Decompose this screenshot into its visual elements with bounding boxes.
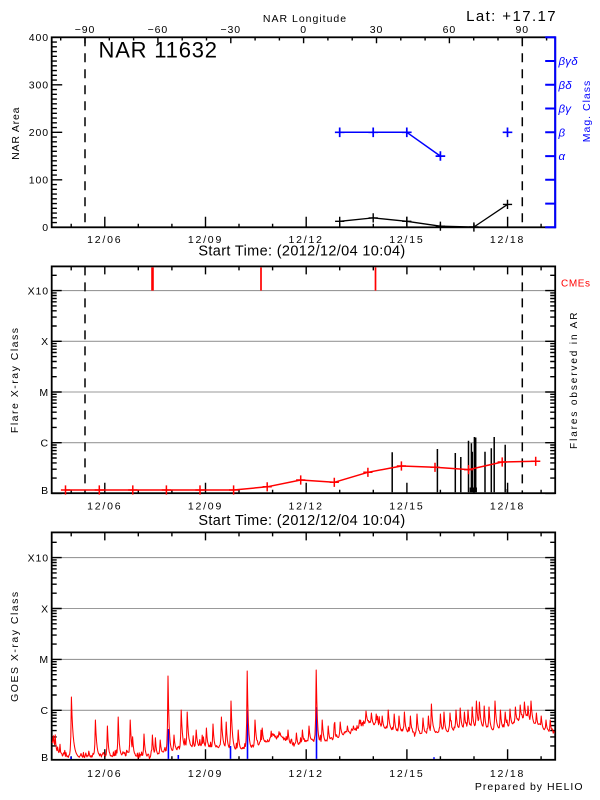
svg-text:12/15: 12/15 bbox=[389, 768, 424, 780]
svg-text:NAR Longitude: NAR Longitude bbox=[263, 13, 347, 25]
svg-text:12/06: 12/06 bbox=[87, 234, 122, 246]
svg-text:Start Time: (2012/12/04 10:04): Start Time: (2012/12/04 10:04) bbox=[198, 513, 405, 529]
svg-text:Flares observed in AR: Flares observed in AR bbox=[569, 311, 580, 449]
svg-text:βδ: βδ bbox=[558, 80, 573, 92]
svg-text:−90: −90 bbox=[75, 24, 96, 36]
svg-text:300: 300 bbox=[29, 80, 49, 92]
svg-text:βγ: βγ bbox=[558, 104, 573, 116]
svg-text:30: 30 bbox=[370, 24, 383, 36]
svg-text:200: 200 bbox=[29, 127, 49, 139]
svg-text:100: 100 bbox=[29, 175, 49, 187]
svg-text:0: 0 bbox=[42, 222, 49, 234]
svg-text:Lat: +17.17: Lat: +17.17 bbox=[466, 8, 557, 25]
svg-text:X10: X10 bbox=[28, 552, 49, 564]
svg-text:B: B bbox=[41, 485, 49, 497]
svg-text:12/09: 12/09 bbox=[188, 501, 223, 513]
svg-text:X: X bbox=[41, 603, 49, 615]
svg-text:X10: X10 bbox=[28, 285, 49, 297]
svg-text:CMEs: CMEs bbox=[561, 279, 591, 290]
svg-text:NAR Area: NAR Area bbox=[10, 107, 22, 160]
svg-text:C: C bbox=[41, 705, 49, 717]
svg-text:12/12: 12/12 bbox=[289, 501, 324, 513]
svg-text:Start Time: (2012/12/04 10:04): Start Time: (2012/12/04 10:04) bbox=[198, 244, 405, 260]
svg-text:GOES X-ray Class: GOES X-ray Class bbox=[9, 590, 21, 702]
svg-text:12/18: 12/18 bbox=[490, 234, 525, 246]
svg-text:α: α bbox=[559, 151, 566, 163]
svg-text:12/18: 12/18 bbox=[490, 768, 525, 780]
svg-text:60: 60 bbox=[443, 24, 456, 36]
svg-text:Mag. Class: Mag. Class bbox=[581, 80, 593, 143]
svg-text:Flare X-ray Class: Flare X-ray Class bbox=[9, 326, 21, 433]
svg-text:12/15: 12/15 bbox=[389, 234, 424, 246]
svg-text:0: 0 bbox=[300, 24, 307, 36]
svg-text:12/15: 12/15 bbox=[389, 501, 424, 513]
svg-text:12/06: 12/06 bbox=[87, 768, 122, 780]
svg-text:12/06: 12/06 bbox=[87, 501, 122, 513]
svg-text:X: X bbox=[41, 336, 49, 348]
svg-text:12/12: 12/12 bbox=[289, 234, 324, 246]
svg-text:90: 90 bbox=[516, 24, 529, 36]
svg-text:β: β bbox=[558, 127, 566, 139]
svg-text:Prepared by HELIO: Prepared by HELIO bbox=[475, 781, 584, 793]
svg-text:M: M bbox=[39, 387, 49, 399]
svg-text:12/12: 12/12 bbox=[289, 768, 324, 780]
svg-text:12/18: 12/18 bbox=[490, 501, 525, 513]
svg-text:−30: −30 bbox=[221, 24, 242, 36]
svg-text:C: C bbox=[41, 438, 49, 450]
svg-text:M: M bbox=[39, 654, 49, 666]
svg-text:βγδ: βγδ bbox=[558, 56, 579, 68]
svg-text:12/09: 12/09 bbox=[188, 234, 223, 246]
svg-text:B: B bbox=[41, 752, 49, 764]
svg-text:12/09: 12/09 bbox=[188, 768, 223, 780]
svg-text:400: 400 bbox=[29, 32, 49, 44]
svg-text:NAR 11632: NAR 11632 bbox=[99, 38, 218, 63]
svg-text:−60: −60 bbox=[148, 24, 169, 36]
